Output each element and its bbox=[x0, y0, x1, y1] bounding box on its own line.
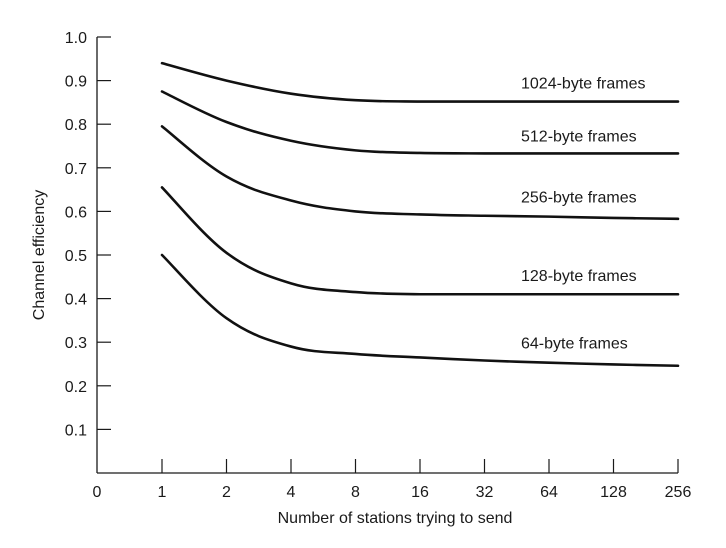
series-line bbox=[160, 61, 680, 103]
series-line bbox=[160, 125, 680, 221]
series-label: 512-byte frames bbox=[521, 128, 637, 145]
y-tick-label: 0.4 bbox=[65, 292, 87, 309]
y-tick-label: 0.8 bbox=[65, 117, 87, 134]
x-tick-label: 64 bbox=[540, 484, 558, 501]
series-label: 256-byte frames bbox=[521, 190, 637, 207]
series-label: 64-byte frames bbox=[521, 336, 628, 353]
x-tick-label: 2 bbox=[222, 484, 231, 501]
x-tick-label: 256 bbox=[665, 484, 692, 501]
y-tick-label: 1.0 bbox=[65, 30, 87, 47]
series-label: 1024-byte frames bbox=[521, 76, 646, 93]
y-tick-label: 0.1 bbox=[65, 422, 87, 439]
x-axis-title: Number of stations trying to send bbox=[278, 510, 513, 527]
series-group bbox=[160, 61, 680, 368]
series-line bbox=[160, 186, 680, 296]
x-tick-label: 128 bbox=[600, 484, 627, 501]
y-tick-label: 0.6 bbox=[65, 204, 87, 221]
x-tick-label: 0 bbox=[93, 484, 102, 501]
x-tick-label: 16 bbox=[411, 484, 429, 501]
y-tick-label: 0.5 bbox=[65, 248, 87, 265]
x-ticks-group: 0 1 2 4 8 16 32 64 128 256 bbox=[93, 459, 692, 501]
series-labels-group: 1024-byte frames 512-byte frames 256-byte … bbox=[521, 76, 646, 353]
x-tick-label: 8 bbox=[351, 484, 360, 501]
y-tick-label: 0.3 bbox=[65, 335, 87, 352]
y-ticks-group: 0.1 0.2 0.3 0.4 0.5 0.6 0.7 0.8 0.9 1.0 bbox=[65, 30, 111, 439]
y-tick-label: 0.2 bbox=[65, 379, 87, 396]
y-tick-label: 0.7 bbox=[65, 161, 87, 178]
x-tick-label: 4 bbox=[287, 484, 296, 501]
x-tick-label: 1 bbox=[158, 484, 167, 501]
series-line bbox=[160, 253, 680, 368]
y-tick-label: 0.9 bbox=[65, 74, 87, 91]
y-axis-title: Channel efficiency bbox=[31, 190, 48, 320]
series-label: 128-byte frames bbox=[521, 268, 637, 285]
x-tick-label: 32 bbox=[476, 484, 494, 501]
series-line bbox=[160, 90, 680, 155]
